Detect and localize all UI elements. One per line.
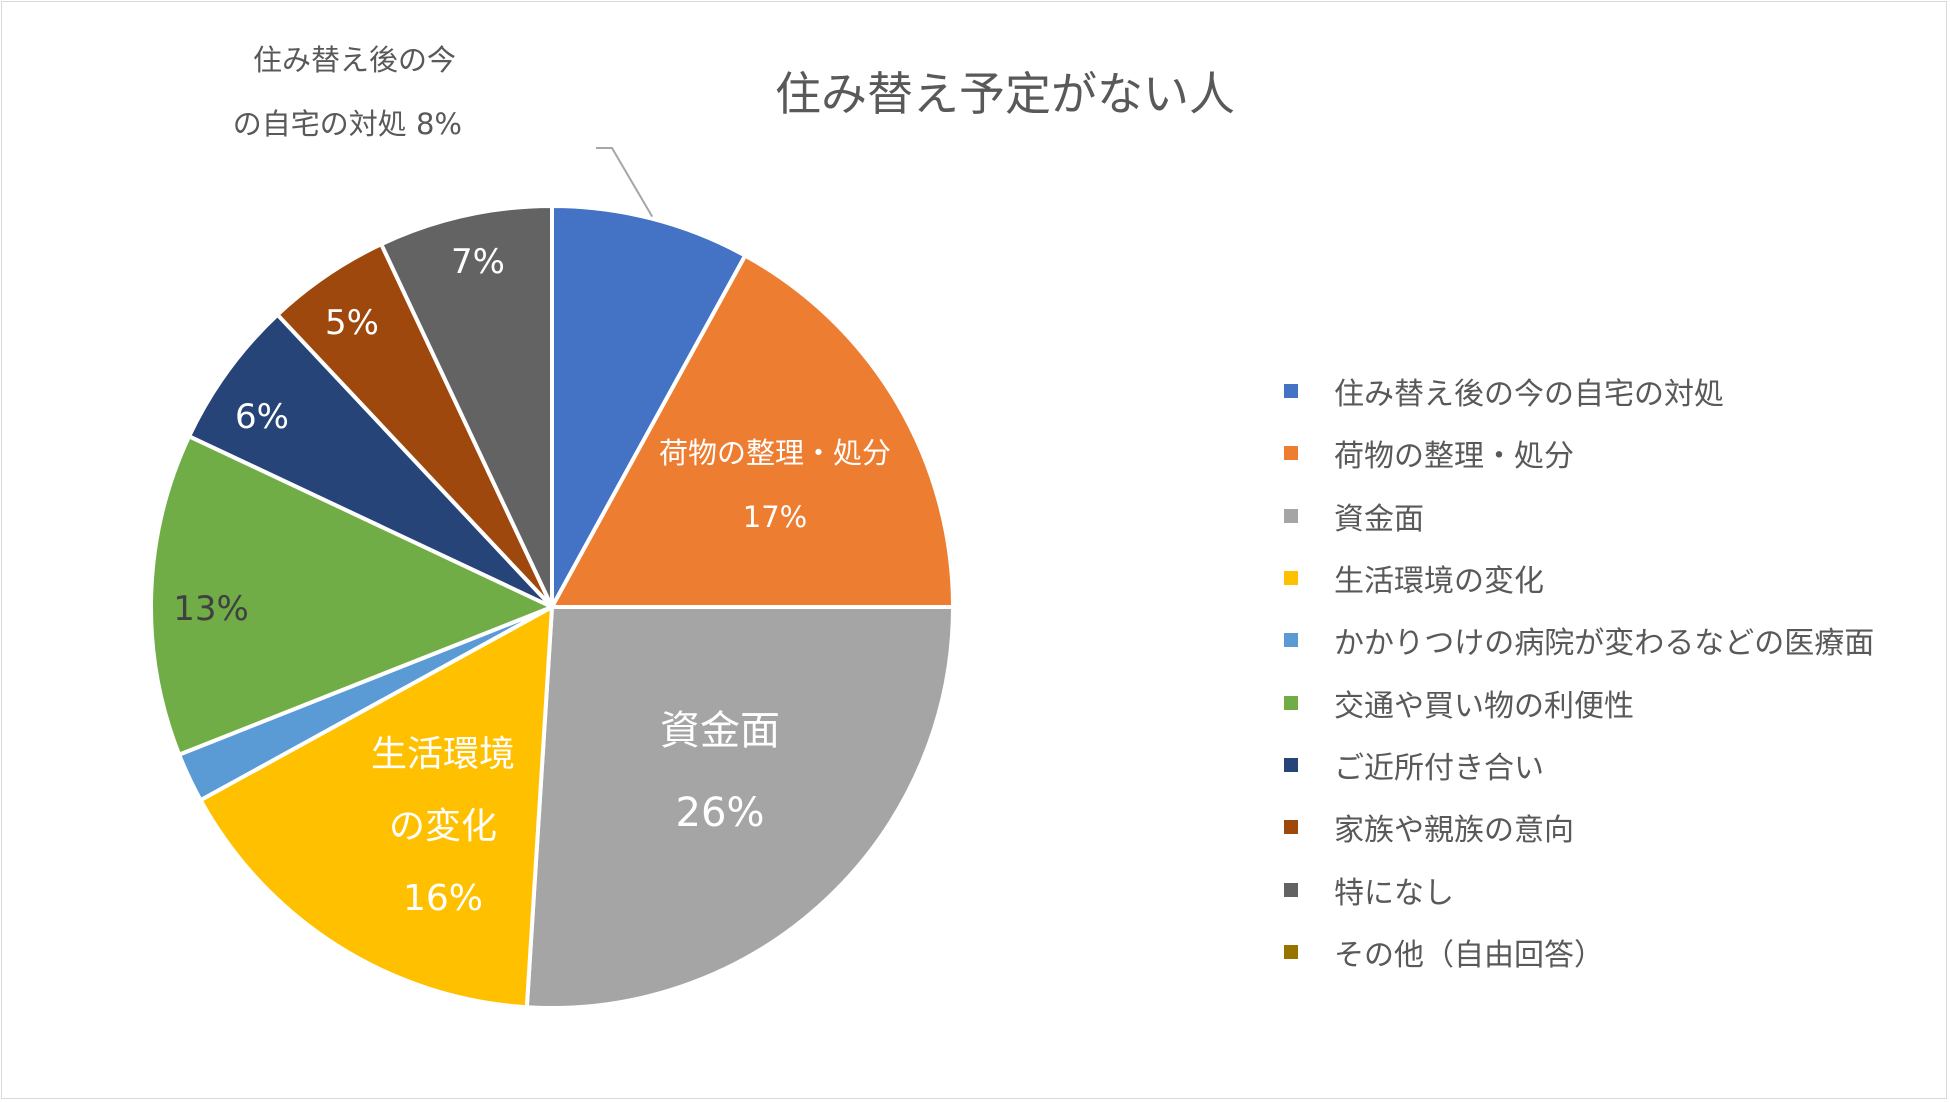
pie-slice-1	[548, 252, 956, 609]
data-label-5-0: 13%	[173, 589, 249, 629]
data-label-6-0: 6%	[235, 397, 289, 437]
legend-item-7: 家族や親族の意向	[1284, 796, 1874, 858]
legend-item-3: 生活環境の変化	[1284, 547, 1874, 609]
legend-swatch-1	[1284, 446, 1298, 461]
legend-label-3: 生活環境の変化	[1334, 564, 1544, 600]
legend-item-8: 特になし	[1284, 858, 1874, 920]
legend-label-7: 家族や親族の意向	[1334, 813, 1574, 849]
data-label-3-0: 生活環境	[371, 734, 515, 775]
legend-swatch-2	[1284, 508, 1298, 523]
legend-swatch-7	[1284, 820, 1298, 835]
legend-label-0: 住み替え後の今の自宅の対処	[1334, 377, 1724, 413]
data-label-2-0: 資金面	[660, 708, 780, 754]
legend-label-6: ご近所付き合い	[1334, 750, 1544, 786]
data-label-3-2: 16%	[403, 878, 483, 919]
chart-title: 住み替え予定がない人	[775, 67, 1235, 121]
data-label-3-1: の変化	[389, 806, 497, 847]
data-label-0-1: の自宅の対処 8%	[233, 107, 462, 141]
data-label-1-0: 荷物の整理・処分	[659, 436, 891, 470]
legend-swatch-3	[1284, 571, 1298, 586]
legend-item-2: 資金面	[1284, 485, 1874, 547]
pie-slice-8	[378, 203, 554, 608]
data-label-7-0: 5%	[325, 303, 379, 343]
legend-item-1: 荷物の整理・処分	[1284, 422, 1874, 484]
legend-item-5: 交通や買い物の利便性	[1284, 671, 1874, 733]
data-label-2-1: 26%	[676, 790, 765, 836]
legend-label-8: 特になし	[1334, 875, 1454, 911]
legend-item-9: その他（自由回答）	[1284, 921, 1874, 983]
legend-swatch-4	[1284, 633, 1298, 648]
legend-swatch-8	[1284, 882, 1298, 897]
legend-item-4: かかりつけの病院が変わるなどの医療面	[1284, 609, 1874, 671]
legend-label-9: その他（自由回答）	[1334, 937, 1604, 973]
data-label-0-0: 住み替え後の今	[253, 43, 456, 77]
legend-label-5: 交通や買い物の利便性	[1334, 688, 1634, 724]
legend: 住み替え後の今の自宅の対処 荷物の整理・処分 資金面生活環境の変化かかりつけの病院が…	[1284, 360, 1874, 983]
leader-line-0	[596, 147, 654, 218]
data-label-8-0: 7%	[451, 242, 505, 282]
legend-swatch-6	[1284, 757, 1298, 772]
legend-label-4: かかりつけの病院が変わるなどの医療面	[1334, 626, 1875, 662]
legend-swatch-5	[1284, 695, 1298, 710]
pie-slice-5	[149, 433, 558, 758]
pie-slice-3	[197, 603, 555, 1010]
pie-slice-2	[524, 605, 956, 1010]
legend-label-1: 荷物の整理・処分	[1334, 439, 1574, 475]
legend-label-2: 資金面	[1334, 501, 1424, 537]
pie-slice-6	[186, 311, 554, 609]
legend-item-6: ご近所付き合い	[1284, 734, 1874, 796]
legend-swatch-9	[1284, 944, 1298, 959]
pie-slice-0	[550, 203, 748, 608]
legend-swatch-0	[1284, 384, 1298, 399]
data-label-1-1: 17%	[743, 500, 807, 534]
legend-item-0: 住み替え後の今の自宅の対処	[1284, 360, 1874, 422]
